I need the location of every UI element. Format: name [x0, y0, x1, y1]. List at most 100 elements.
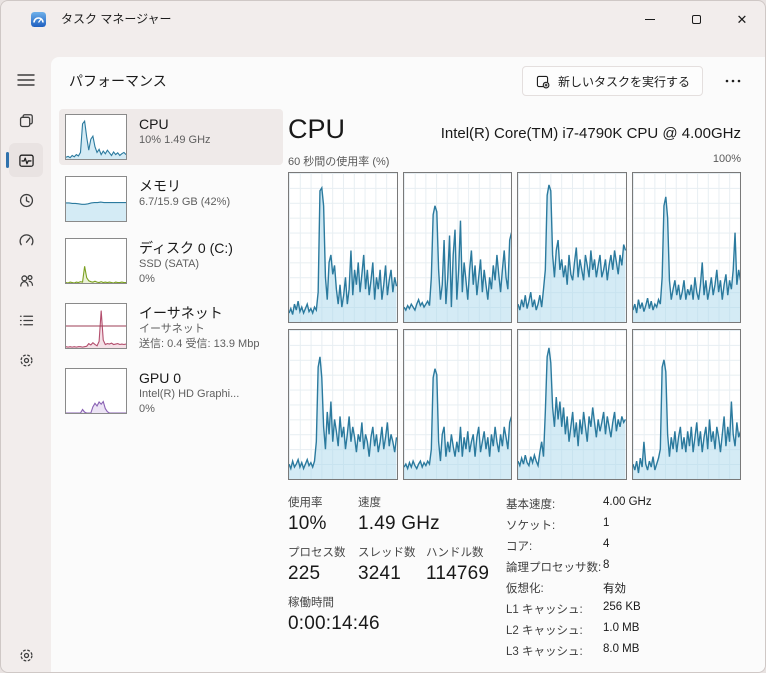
cpu-stats: 使用率 10% 速度 1.49 GHz プロセス数 225: [288, 494, 741, 659]
minimize-button[interactable]: [627, 1, 673, 37]
perf-item-title: CPU: [139, 116, 169, 132]
perf-item-ethernet[interactable]: イーサネット イーサネット 送信: 0.4 受信: 13.9 Mbp: [59, 298, 283, 357]
perf-item-sub: Intel(R) HD Graphi...: [139, 388, 240, 400]
sidebar-item-startup-apps[interactable]: [9, 223, 43, 257]
settings-button[interactable]: [9, 638, 43, 672]
perf-item-sub: SSD (SATA): [139, 258, 200, 270]
sidebar-item-details[interactable]: [9, 303, 43, 337]
cpu-stats-right: 基本速度: 4.00 GHz ソケット: 1 コア: 4 論理プロセッサ数: 8…: [506, 494, 652, 659]
stat-label-usage: 使用率: [288, 497, 323, 509]
history-clock-icon: [19, 193, 33, 207]
cpu-core-chart-5: [288, 329, 398, 480]
content-header: パフォーマンス 新しいタスクを実行する: [51, 57, 765, 105]
core-charts-grid: [288, 172, 741, 480]
kv-value: 4.00 GHz: [603, 496, 652, 508]
cpu-core-chart-6: [402, 329, 512, 480]
close-button[interactable]: ✕: [719, 1, 765, 37]
kv-label: コア:: [506, 541, 533, 553]
cpu-core-chart-7: [517, 329, 627, 480]
stat-value-threads: 3241: [358, 563, 402, 584]
perf-item-disk[interactable]: ディスク 0 (C:) SSD (SATA) 0%: [59, 233, 283, 292]
cpu-core-chart-1: [288, 172, 398, 323]
perf-item-title: ディスク 0 (C:): [139, 240, 233, 256]
chart-caption-right: 100%: [712, 153, 741, 165]
kv-label: L2 キャッシュ:: [506, 625, 583, 637]
cpu-mini-chart: [65, 114, 127, 160]
stat-label-speed: 速度: [358, 497, 381, 509]
hamburger-menu-button[interactable]: [9, 63, 43, 97]
kv-label: 仮想化:: [506, 583, 544, 595]
content-panel: パフォーマンス 新しいタスクを実行する: [51, 57, 765, 672]
stat-value-uptime: 0:00:14:46: [288, 613, 380, 634]
nav-rail: [1, 37, 51, 672]
perf-item-memory[interactable]: メモリ 6.7/15.9 GB (42%): [59, 171, 283, 227]
kv-value: 有効: [603, 583, 626, 595]
perf-item-gpu[interactable]: GPU 0 Intel(R) HD Graphi... 0%: [59, 363, 283, 422]
users-icon: [19, 274, 33, 287]
sidebar-item-users[interactable]: [9, 263, 43, 297]
cpu-core-chart-8: [631, 329, 741, 480]
kv-label: ソケット:: [506, 520, 556, 532]
perf-item-cpu[interactable]: CPU 10% 1.49 GHz: [59, 109, 283, 165]
kv-value: 4: [603, 538, 610, 550]
stat-label-uptime: 稼働時間: [288, 597, 334, 609]
memory-mini-chart: [65, 176, 127, 222]
perf-item-sub2: 0%: [139, 273, 155, 285]
sidebar-item-processes[interactable]: [9, 103, 43, 137]
app-icon: [31, 12, 46, 27]
details-list-icon: [19, 315, 33, 325]
processor-name: Intel(R) Core(TM) i7-4790K CPU @ 4.00GHz: [440, 125, 741, 142]
run-new-task-button[interactable]: 新しいタスクを実行する: [521, 66, 703, 96]
page-title: パフォーマンス: [69, 73, 167, 89]
titlebar: タスク マネージャー ✕: [1, 1, 765, 37]
speedometer-icon: [18, 233, 34, 245]
stat-label-processes: プロセス数: [288, 547, 346, 559]
more-icon: [725, 79, 741, 83]
processes-icon: [19, 113, 33, 127]
stat-value-usage: 10%: [288, 513, 327, 534]
kv-label: L3 キャッシュ:: [506, 646, 583, 658]
ethernet-mini-chart: [65, 303, 127, 349]
selected-accent-pill: [6, 152, 9, 168]
more-options-button[interactable]: [717, 68, 749, 94]
settings-gear-icon: [19, 648, 33, 662]
perf-item-sub2: 送信: 0.4 受信: 13.9 Mbp: [139, 338, 260, 350]
performance-list: CPU 10% 1.49 GHz メモリ 6.7/15.9 GB (42%): [59, 109, 283, 422]
perf-item-sub: 10% 1.49 GHz: [139, 134, 211, 146]
kv-label: 基本速度:: [506, 499, 556, 511]
sidebar-item-app-history[interactable]: [9, 183, 43, 217]
gpu-mini-chart: [65, 368, 127, 414]
cpu-section-title: CPU: [288, 114, 346, 144]
cpu-stats-left: 使用率 10% 速度 1.49 GHz プロセス数 225: [288, 494, 506, 659]
stat-label-threads: スレッド数: [358, 547, 416, 559]
new-task-icon: [536, 75, 550, 88]
kv-label: L1 キャッシュ:: [506, 604, 583, 616]
maximize-button[interactable]: [673, 1, 719, 37]
maximize-icon: [691, 14, 701, 24]
perf-item-sub: 6.7/15.9 GB (42%): [139, 196, 231, 208]
perf-item-title: GPU 0: [139, 370, 182, 386]
stat-label-handles: ハンドル数: [426, 547, 484, 559]
cpu-core-chart-4: [631, 172, 741, 323]
perf-item-title: イーサネット: [139, 305, 223, 321]
sidebar-item-performance[interactable]: [6, 143, 43, 177]
services-gear-icon: [19, 353, 33, 367]
sidebar-item-services[interactable]: [9, 343, 43, 377]
chart-caption-left: 60 秒間の使用率 (%): [288, 156, 390, 168]
perf-item-title: メモリ: [139, 178, 181, 194]
run-new-task-label: 新しいタスクを実行する: [557, 74, 690, 89]
stat-value-speed: 1.49 GHz: [358, 513, 440, 534]
window-title: タスク マネージャー: [61, 12, 172, 26]
kv-value: 1: [603, 517, 610, 529]
perf-item-sub: イーサネット: [139, 323, 205, 335]
disk-mini-chart: [65, 238, 127, 284]
perf-item-sub2: 0%: [139, 403, 155, 415]
kv-value: 1.0 MB: [603, 622, 640, 634]
kv-value: 8: [603, 559, 610, 571]
cpu-detail-panel: CPU Intel(R) Core(TM) i7-4790K CPU @ 4.0…: [288, 113, 741, 672]
cpu-core-chart-3: [517, 172, 627, 323]
stat-value-handles: 114769: [426, 563, 490, 584]
minimize-icon: [645, 18, 655, 20]
hamburger-icon: [17, 74, 35, 86]
kv-label: 論理プロセッサ数:: [506, 562, 602, 574]
